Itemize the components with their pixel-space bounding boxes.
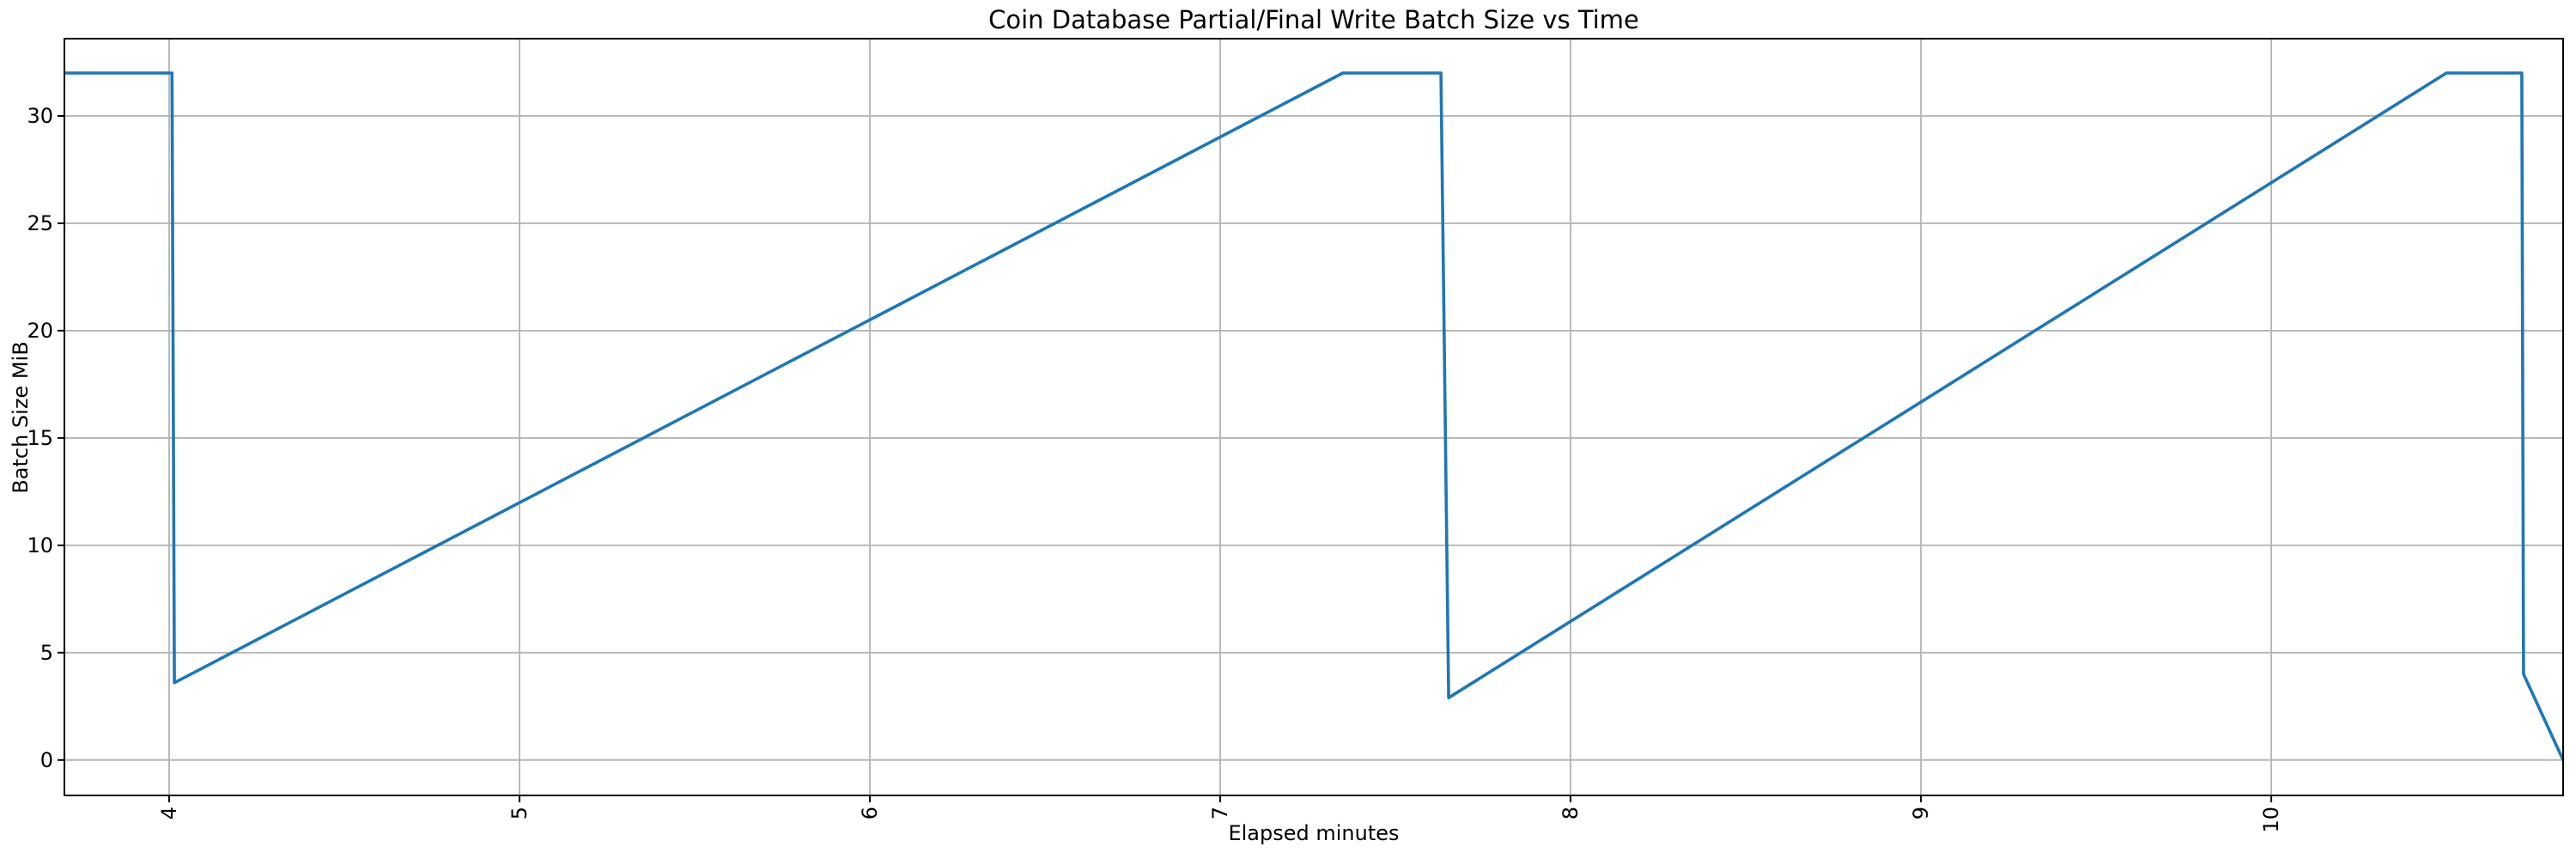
x-tick-label-8: 8 [1558,807,1583,819]
series-line-batch-size-mib [64,71,2565,761]
axes-spines [64,38,2564,796]
x-tick-label-5: 5 [507,807,532,819]
x-tick-label-4: 4 [157,807,181,819]
x-tick-label-9: 9 [1909,807,1933,819]
y-tick-label-25: 25 [27,211,53,235]
plot-border [64,38,2564,796]
x-tick-label-7: 7 [1208,807,1232,819]
y-tick-label-10: 10 [27,533,53,557]
chart-title: Coin Database Partial/Final Write Batch … [988,5,1639,34]
y-tick-label-5: 5 [40,641,53,665]
y-tick-label-0: 0 [40,748,53,772]
data-series [64,71,2565,761]
gridlines [64,39,2563,795]
y-tick-label-30: 30 [27,104,53,128]
y-tick-label-20: 20 [27,319,53,343]
x-axis-label: Elapsed minutes [1228,821,1400,845]
tick-marks-and-labels: 4 5 6 7 8 9 10 0 5 10 15 20 25 30 [27,104,2283,833]
y-tick-label-15: 15 [27,426,53,450]
x-tick-label-6: 6 [858,807,882,819]
x-tick-label-10: 10 [2259,807,2283,833]
y-axis-label: Batch Size MiB [9,341,33,494]
